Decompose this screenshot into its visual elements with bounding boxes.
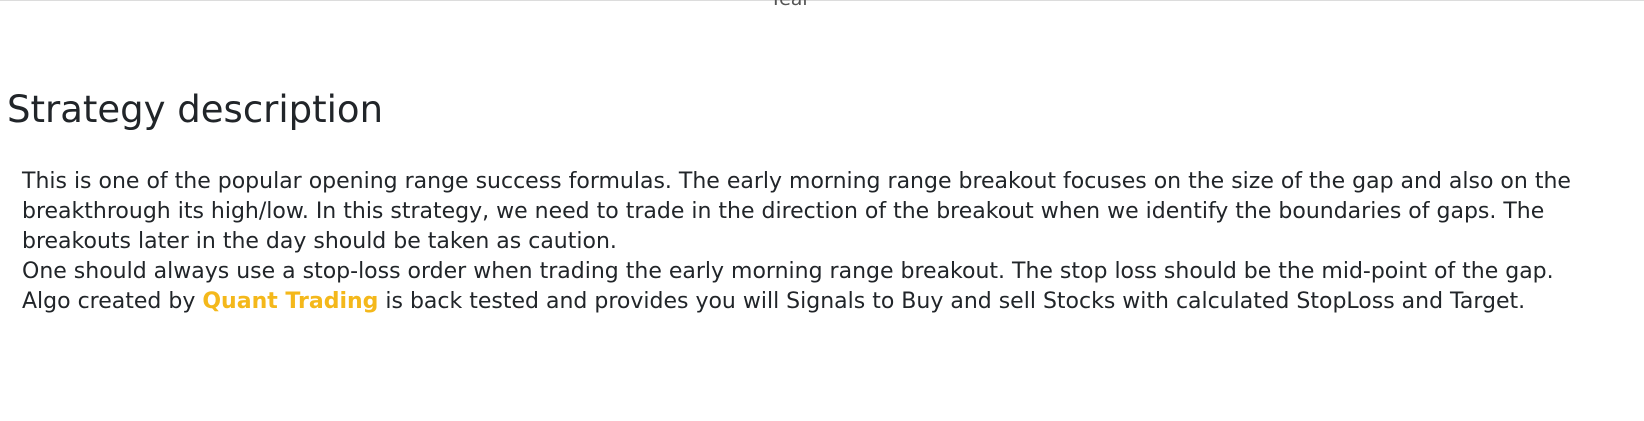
section-title: Strategy description xyxy=(7,88,384,131)
description-paragraph-3: Algo created by Quant Trading is back te… xyxy=(22,287,1622,317)
description-paragraph-1: This is one of the popular opening range… xyxy=(22,169,1571,254)
description-paragraph-2: One should always use a stop-loss order … xyxy=(22,259,1554,284)
quant-trading-link[interactable]: Quant Trading xyxy=(202,289,379,314)
paragraph-3-suffix: is back tested and provides you will Sig… xyxy=(378,289,1526,314)
strategy-description: This is one of the popular opening range… xyxy=(22,167,1622,317)
clipped-header-label: Year xyxy=(770,0,810,10)
paragraph-3-prefix: Algo created by xyxy=(22,289,203,314)
top-divider xyxy=(0,0,1644,1)
